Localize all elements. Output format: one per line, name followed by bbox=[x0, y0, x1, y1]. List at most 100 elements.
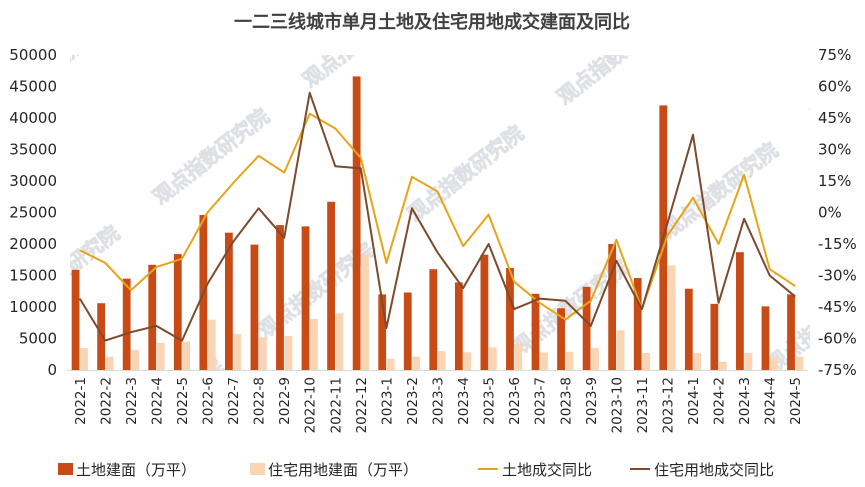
x-tick-label: 2024-5 bbox=[788, 377, 804, 425]
bar-residential-2023-9 bbox=[591, 347, 599, 370]
bar-land-2022-10 bbox=[301, 226, 310, 370]
x-tick-label: 2022-11 bbox=[328, 377, 344, 433]
bar-residential-2022-4 bbox=[156, 342, 165, 370]
bar-residential-2023-7 bbox=[540, 352, 548, 370]
x-tick-label: 2022-1 bbox=[73, 377, 89, 425]
y-right-tick-label: -15% bbox=[818, 235, 857, 253]
y-right-axis: -75% -60% -45% -30% -15% 0% 15% 30% 45% 60% 75% bbox=[818, 46, 857, 379]
legend-swatch-1 bbox=[250, 463, 265, 475]
y-left-tick-label: 50000 bbox=[9, 46, 57, 64]
bar-residential-2023-5 bbox=[488, 347, 497, 370]
y-left-tick-label: 15000 bbox=[9, 267, 57, 285]
x-tick-label: 2022-8 bbox=[252, 377, 268, 425]
legend-label-2: 土地成交同比 bbox=[502, 461, 592, 479]
legend: 土地建面（万平） 住宅用地建面（万平） 土地成交同比 住宅用地成交同比 bbox=[58, 461, 774, 479]
y-left-tick-label: 30000 bbox=[9, 172, 57, 190]
bars-layer bbox=[71, 76, 804, 371]
y-left-tick-label: 5000 bbox=[19, 330, 57, 348]
bar-residential-2022-6 bbox=[207, 319, 216, 370]
x-tick-label: 2024-4 bbox=[763, 377, 779, 425]
y-right-tick-label: 0% bbox=[818, 204, 842, 222]
y-left-tick-label: 25000 bbox=[9, 204, 57, 222]
bar-land-2022-9 bbox=[276, 225, 284, 370]
bar-land-2023-7 bbox=[531, 293, 540, 370]
x-tick-label: 2022-10 bbox=[303, 377, 319, 433]
bar-land-2022-7 bbox=[224, 232, 233, 370]
bar-land-2023-3 bbox=[429, 269, 438, 370]
bar-residential-2024-2 bbox=[718, 361, 727, 370]
legend-label-0: 土地建面（万平） bbox=[76, 461, 196, 479]
legend-label-1: 住宅用地建面（万平） bbox=[268, 461, 418, 479]
bar-land-2024-5 bbox=[787, 294, 795, 370]
y-right-tick-label: 45% bbox=[818, 109, 851, 127]
bar-residential-2023-12 bbox=[667, 265, 676, 370]
bar-residential-2023-10 bbox=[616, 330, 625, 370]
x-tick-label: 2023-10 bbox=[609, 377, 625, 433]
bar-residential-2024-3 bbox=[744, 352, 753, 370]
x-tick-label: 2022-9 bbox=[277, 377, 293, 425]
bar-land-2023-4 bbox=[454, 282, 463, 370]
y-left-axis: 0 5000 10000 15000 20000 25000 30000 35000 40000… bbox=[9, 46, 57, 379]
x-axis: 2022-1 2022-2 2022-3 2022-4 2022-5 2022-6 2022… bbox=[67, 370, 808, 433]
bar-residential-2022-5 bbox=[182, 341, 191, 370]
y-right-tick-label: 75% bbox=[818, 46, 851, 64]
x-tick-label: 2023-4 bbox=[456, 377, 472, 425]
x-tick-label: 2024-3 bbox=[737, 377, 753, 425]
lines-layer bbox=[78, 91, 796, 342]
bar-land-2024-3 bbox=[736, 252, 744, 370]
bar-residential-2023-11 bbox=[642, 352, 651, 370]
x-tick-label: 2024-2 bbox=[712, 377, 728, 425]
y-left-tick-label: 0 bbox=[47, 361, 57, 379]
bar-residential-2023-6 bbox=[514, 343, 523, 370]
bar-residential-2022-1 bbox=[80, 347, 88, 370]
y-right-tick-label: -60% bbox=[818, 330, 857, 348]
bar-residential-2024-5 bbox=[795, 356, 804, 370]
chart-title: 一二三线城市单月土地及住宅用地成交建面及同比 bbox=[234, 11, 630, 33]
bar-land-2023-6 bbox=[506, 267, 514, 370]
x-tick-label: 2022-12 bbox=[354, 377, 370, 433]
bar-land-2022-12 bbox=[352, 76, 361, 371]
bar-land-2023-1 bbox=[378, 294, 387, 370]
x-tick-label: 2022-2 bbox=[98, 377, 114, 425]
bar-residential-2022-12 bbox=[361, 254, 369, 370]
x-tick-label: 2023-9 bbox=[584, 377, 600, 425]
x-tick-label: 2022-5 bbox=[175, 377, 191, 425]
y-right-tick-label: 60% bbox=[818, 78, 851, 96]
bar-land-2023-11 bbox=[633, 278, 642, 370]
y-left-tick-label: 40000 bbox=[9, 109, 57, 127]
bar-land-2022-4 bbox=[148, 264, 157, 370]
bar-residential-2022-9 bbox=[284, 335, 293, 370]
x-tick-label: 2023-7 bbox=[533, 377, 549, 425]
y-left-tick-label: 20000 bbox=[9, 235, 57, 253]
bar-residential-2024-4 bbox=[769, 357, 778, 370]
y-right-tick-label: 30% bbox=[818, 141, 851, 159]
x-tick-label: 2023-3 bbox=[431, 377, 447, 425]
y-right-tick-label: -75% bbox=[818, 361, 857, 379]
y-left-tick-label: 10000 bbox=[9, 298, 57, 316]
bar-land-2022-5 bbox=[173, 254, 182, 370]
bar-land-2024-1 bbox=[684, 288, 693, 370]
bar-residential-2022-10 bbox=[310, 318, 318, 370]
x-tick-label: 2023-11 bbox=[635, 377, 651, 433]
bar-land-2023-2 bbox=[403, 292, 412, 370]
bar-residential-2022-2 bbox=[105, 356, 114, 370]
y-right-tick-label: 15% bbox=[818, 172, 851, 190]
x-tick-label: 2023-2 bbox=[405, 377, 421, 425]
y-right-tick-label: -30% bbox=[818, 267, 857, 285]
bar-land-2024-2 bbox=[710, 303, 719, 370]
x-tick-label: 2022-7 bbox=[226, 377, 242, 425]
x-tick-label: 2023-1 bbox=[379, 377, 395, 425]
y-right-tick-label: -45% bbox=[818, 298, 857, 316]
bar-residential-2023-1 bbox=[386, 358, 395, 370]
x-tick-label: 2022-3 bbox=[124, 377, 140, 425]
bar-land-2023-5 bbox=[480, 254, 489, 370]
bar-land-2022-2 bbox=[97, 303, 106, 370]
bar-land-2022-1 bbox=[71, 269, 80, 370]
x-tick-label: 2023-5 bbox=[482, 377, 498, 425]
bar-land-2023-9 bbox=[582, 286, 591, 370]
bar-residential-2023-2 bbox=[412, 356, 421, 370]
bar-land-2022-11 bbox=[327, 201, 335, 370]
x-tick-label: 2023-8 bbox=[558, 377, 574, 425]
